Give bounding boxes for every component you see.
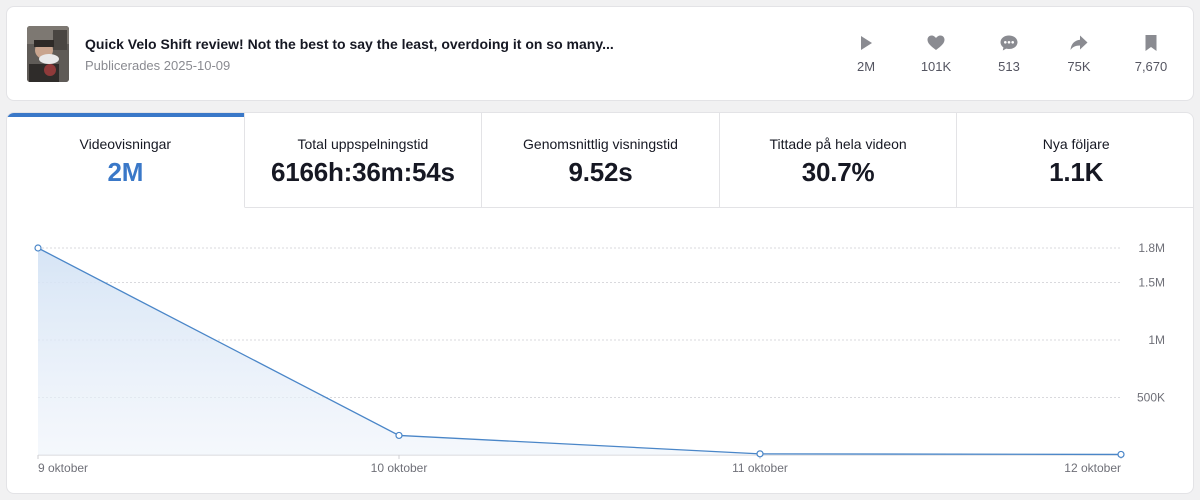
- saves-stat: 7,670: [1121, 33, 1181, 74]
- views-chart-svg: 500K 1M 1.5M 1.8M 9 oktober 10 oktober 11 okto…: [34, 241, 1165, 475]
- y-tick-label: 500K: [1137, 391, 1165, 405]
- x-tick-label: 9 oktober: [38, 461, 88, 475]
- y-tick-label: 1.8M: [1138, 241, 1165, 255]
- y-tick-label: 1.5M: [1138, 276, 1165, 290]
- tab-value: 1.1K: [1049, 157, 1104, 187]
- play-icon: [861, 36, 872, 50]
- video-summary-card: Quick Velo Shift review! Not the best to…: [6, 6, 1194, 101]
- tab-value: 30.7%: [801, 157, 875, 187]
- bookmark-icon: [1145, 35, 1157, 51]
- tab-total-watch-time[interactable]: Total uppspelningstid 6166h:36m:54s: [244, 113, 483, 208]
- video-title[interactable]: Quick Velo Shift review! Not the best to…: [85, 36, 614, 52]
- tab-label: Genomsnittlig visningstid: [523, 136, 678, 152]
- analytics-card: Videovisningar 2M Total uppspelningstid …: [6, 112, 1194, 494]
- shares-count: 75K: [1067, 59, 1091, 74]
- likes-stat: 101K: [906, 33, 966, 74]
- comment-icon: [1000, 35, 1018, 51]
- tab-value: 9.52s: [568, 157, 633, 187]
- x-tick-label: 11 oktober: [732, 461, 788, 475]
- series-area: [38, 248, 1121, 455]
- tab-watched-full-video[interactable]: Tittade på hela videon 30.7%: [719, 113, 958, 208]
- share-icon: [1070, 35, 1088, 50]
- series-line: [37, 247, 1122, 456]
- views-chart[interactable]: 500K 1M 1.5M 1.8M 9 oktober 10 oktober 11 okto…: [7, 208, 1193, 493]
- video-thumbnail[interactable]: [27, 26, 69, 82]
- views-stat: 2M: [836, 33, 896, 74]
- tab-label: Nya följare: [1042, 136, 1110, 152]
- tab-value: 2M: [107, 157, 144, 187]
- tab-new-followers[interactable]: Nya följare 1.1K: [957, 113, 1193, 208]
- x-tick-label: 10 oktober: [371, 461, 428, 475]
- heart-icon: [927, 35, 945, 50]
- views-count: 2M: [856, 59, 876, 74]
- tab-value: 6166h:36m:54s: [270, 157, 455, 187]
- x-tick-label: 12 oktober: [1064, 461, 1121, 475]
- publish-date: Publicerades 2025-10-09: [85, 58, 231, 73]
- y-tick-label: 1M: [1148, 333, 1165, 347]
- comments-count: 513: [998, 59, 1020, 74]
- data-point: [34, 244, 42, 252]
- tab-average-watch-time[interactable]: Genomsnittlig visningstid 9.52s: [482, 113, 720, 208]
- tab-video-views[interactable]: Videovisningar 2M: [7, 113, 245, 208]
- data-point: [1117, 450, 1125, 459]
- likes-count: 101K: [920, 59, 952, 74]
- data-point: [395, 431, 403, 440]
- saves-count: 7,670: [1134, 59, 1168, 74]
- comments-stat: 513: [979, 33, 1039, 74]
- tab-label: Tittade på hela videon: [769, 136, 907, 152]
- shares-stat: 75K: [1049, 33, 1109, 74]
- metric-tabs: Videovisningar 2M Total uppspelningstid …: [7, 113, 1193, 208]
- data-point: [756, 450, 764, 458]
- tab-label: Videovisningar: [79, 136, 172, 152]
- tab-label: Total uppspelningstid: [297, 136, 429, 152]
